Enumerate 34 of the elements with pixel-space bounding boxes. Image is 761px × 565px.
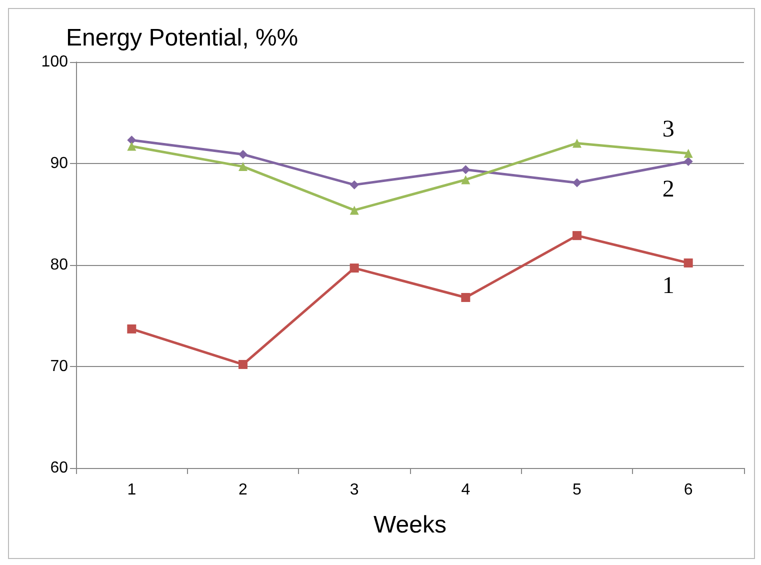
point <box>350 264 359 273</box>
point <box>350 206 359 215</box>
point <box>572 231 582 240</box>
x-tick-label: 3 <box>350 482 359 498</box>
series-label: 1 <box>662 272 674 299</box>
point <box>684 156 693 166</box>
point <box>238 162 248 172</box>
point <box>572 138 582 148</box>
point <box>127 136 136 145</box>
series-label: 2 <box>662 176 674 202</box>
point <box>127 324 136 334</box>
point <box>350 180 359 190</box>
point <box>238 150 248 159</box>
y-tick-label: 100 <box>41 54 68 70</box>
point <box>461 292 470 302</box>
x-axis-title: Weeks <box>374 512 446 538</box>
y-axis-title: Energy Potential, %% <box>66 24 298 52</box>
series-label: 3 <box>662 116 674 142</box>
point <box>684 258 693 268</box>
point <box>127 142 136 151</box>
point <box>461 165 470 174</box>
y-tick-label: 60 <box>50 460 68 476</box>
point <box>461 175 470 184</box>
point <box>572 178 582 188</box>
x-tick-label: 6 <box>684 482 693 498</box>
x-tick-label: 5 <box>572 482 582 498</box>
point <box>684 148 693 158</box>
x-tick-label: 1 <box>127 482 136 498</box>
x-tick-label: 4 <box>461 482 470 498</box>
point <box>238 360 248 369</box>
y-tick-label: 70 <box>50 358 68 375</box>
y-tick-label: 80 <box>50 256 68 274</box>
y-tick-label: 90 <box>50 155 68 172</box>
x-tick-label: 2 <box>238 482 248 498</box>
